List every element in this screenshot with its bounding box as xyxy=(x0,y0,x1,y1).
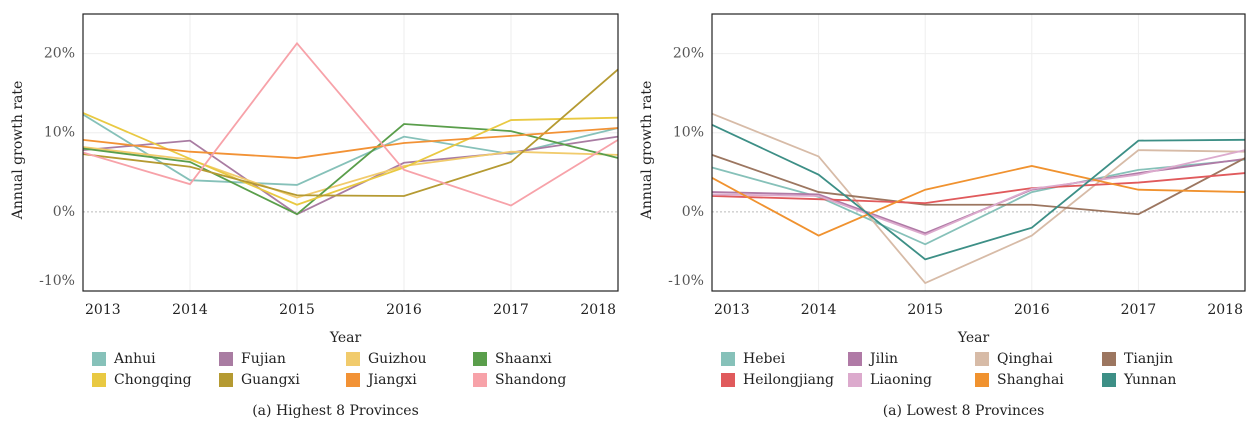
series-line xyxy=(82,146,619,199)
legend-swatch xyxy=(92,352,106,366)
legend-swatch xyxy=(848,352,862,366)
x-tick-label: 2017 xyxy=(493,302,529,318)
y-tick-label: 10% xyxy=(673,125,704,141)
legend-label: Jiangxi xyxy=(366,372,417,388)
series-line xyxy=(82,123,619,216)
legend-label: Jilin xyxy=(868,351,898,367)
legend-swatch xyxy=(92,373,106,387)
caption: (a) Highest 8 Provinces xyxy=(252,403,419,419)
x-tick-label: 2013 xyxy=(714,302,750,318)
y-axis-label: Annual growth rate xyxy=(639,81,655,221)
y-tick-label: 20% xyxy=(673,46,704,62)
legend-swatch xyxy=(1102,373,1116,387)
y-axis-label: Annual growth rate xyxy=(10,81,26,221)
series-line xyxy=(711,149,1246,236)
legend-swatch xyxy=(473,352,487,366)
legend-label: Liaoning xyxy=(870,372,932,388)
x-axis-label: Year xyxy=(957,330,990,346)
legend-label: Fujian xyxy=(241,351,286,367)
legend-swatch xyxy=(721,352,735,366)
x-tick-label: 2016 xyxy=(386,302,422,318)
legend-swatch xyxy=(848,373,862,387)
series-line xyxy=(711,154,1246,216)
series-line xyxy=(711,158,1246,246)
x-tick-label: 2017 xyxy=(1121,302,1157,318)
legend-swatch xyxy=(346,373,360,387)
legend-label: Hebei xyxy=(743,351,786,367)
legend-swatch xyxy=(1102,352,1116,366)
plot-frame xyxy=(711,13,1246,292)
legend-swatch xyxy=(975,373,989,387)
legend-swatch xyxy=(346,352,360,366)
legend-swatch xyxy=(975,352,989,366)
y-tick-label: -10% xyxy=(39,273,75,289)
x-tick-label: 2014 xyxy=(172,302,208,318)
plot-frame xyxy=(82,13,619,292)
legend-label: Qinghai xyxy=(997,351,1053,367)
x-axis-label: Year xyxy=(329,330,362,346)
legend-swatch xyxy=(473,373,487,387)
y-tick-label: 0% xyxy=(682,204,704,220)
legend-swatch xyxy=(219,373,233,387)
legend-label: Chongqing xyxy=(114,372,192,388)
series-line xyxy=(711,123,1246,261)
series-line xyxy=(82,41,619,207)
series-line xyxy=(82,127,619,159)
legend-label: Shanghai xyxy=(997,372,1064,388)
y-tick-label: 20% xyxy=(44,46,75,62)
series-line xyxy=(82,68,619,197)
x-tick-label: 2016 xyxy=(1014,302,1050,318)
legend-swatch xyxy=(721,373,735,387)
y-tick-label: -10% xyxy=(668,273,704,289)
series-line xyxy=(82,135,619,216)
legend-label: Yunnan xyxy=(1123,372,1176,388)
legend-label: Heilongjiang xyxy=(743,372,834,388)
legend-label: Anhui xyxy=(113,351,156,367)
x-tick-label: 2014 xyxy=(801,302,837,318)
series-line xyxy=(82,112,619,206)
legend-label: Guizhou xyxy=(368,351,427,367)
series-line xyxy=(711,165,1246,237)
series-line xyxy=(711,112,1246,285)
x-tick-label: 2018 xyxy=(580,302,616,318)
caption: (a) Lowest 8 Provinces xyxy=(883,403,1045,419)
legend-label: Shandong xyxy=(495,372,566,388)
x-tick-label: 2018 xyxy=(1207,302,1243,318)
legend-label: Tianjin xyxy=(1124,351,1173,367)
series-line xyxy=(711,172,1246,205)
x-tick-label: 2013 xyxy=(85,302,121,318)
x-tick-label: 2015 xyxy=(907,302,943,318)
y-tick-label: 0% xyxy=(53,204,75,220)
y-tick-label: 10% xyxy=(44,125,75,141)
legend-label: Shaanxi xyxy=(495,351,552,367)
x-tick-label: 2015 xyxy=(279,302,315,318)
legend-label: Guangxi xyxy=(241,372,300,388)
legend-swatch xyxy=(219,352,233,366)
